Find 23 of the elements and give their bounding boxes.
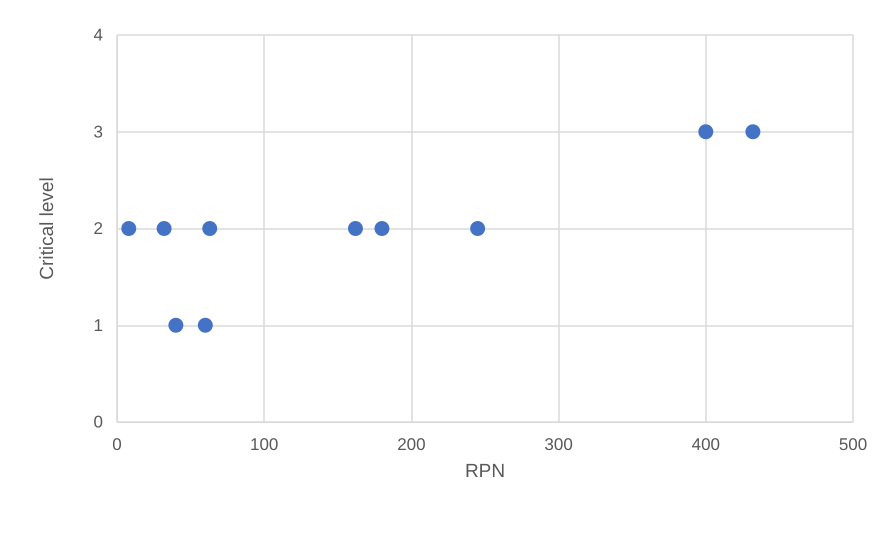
y-tick-label: 2 xyxy=(94,219,103,238)
point xyxy=(470,221,486,236)
point xyxy=(156,221,172,236)
point xyxy=(168,318,184,333)
y-axis-title: Critical level xyxy=(37,177,58,280)
point xyxy=(374,221,390,236)
point xyxy=(202,221,218,236)
x-tick-label: 300 xyxy=(544,435,573,454)
y-tick-label: 4 xyxy=(94,26,103,44)
y-tick-label: 1 xyxy=(94,316,103,335)
point xyxy=(348,221,363,236)
point xyxy=(198,318,213,333)
point xyxy=(745,124,760,140)
x-tick-label: 200 xyxy=(397,435,426,454)
x-tick-label: 100 xyxy=(250,435,278,454)
x-axis-title: RPN xyxy=(464,461,506,482)
x-tick-label: 400 xyxy=(692,435,720,454)
x-tick-label: 0 xyxy=(112,435,122,454)
x-tick-label: 500 xyxy=(838,435,868,454)
y-tick-label: 0 xyxy=(94,412,103,432)
point xyxy=(121,221,136,236)
y-tick-label: 3 xyxy=(94,122,103,142)
point xyxy=(698,124,714,140)
